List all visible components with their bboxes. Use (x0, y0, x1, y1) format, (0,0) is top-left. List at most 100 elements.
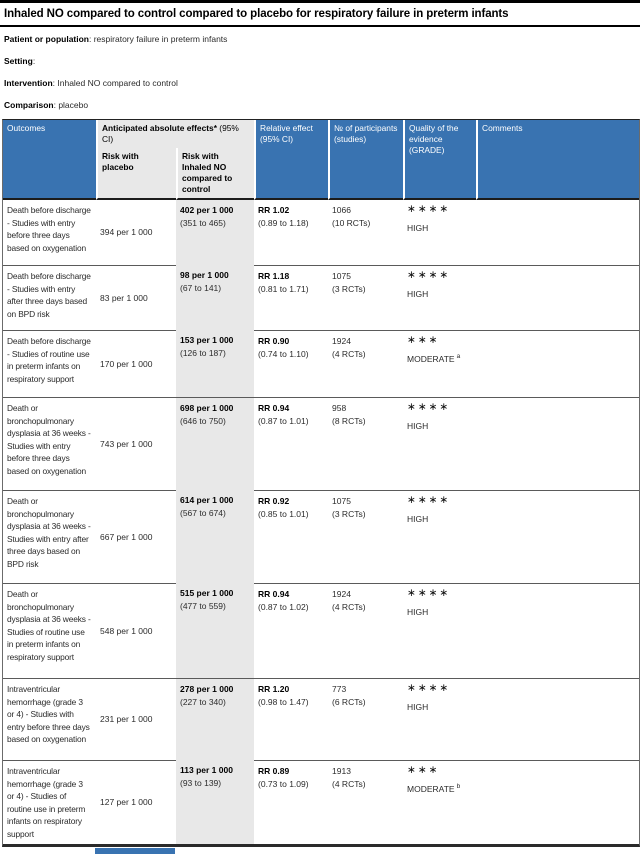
risk-placebo-cell: 231 per 1 000 (96, 678, 176, 760)
comments-cell (476, 760, 640, 844)
table-body: Death before discharge - Studies with en… (3, 200, 640, 844)
table-row: Death before discharge - Studies with en… (3, 200, 639, 265)
participants-cell: 773 (6 RCTs) (328, 678, 404, 760)
header-absolute-effects-ci: (95% CI) (102, 123, 239, 144)
quality-cell: ∗∗∗∗ HIGH (403, 678, 477, 760)
risk-intervention-cell: 698 per 1 000 (646 to 750) (176, 397, 255, 490)
participants-cell: 1924 (4 RCTs) (328, 330, 404, 397)
grade-stars: ∗∗∗∗ (407, 494, 451, 506)
studies-value: (8 RCTs) (332, 415, 366, 426)
outcome-cell: Death before discharge - Studies with en… (3, 265, 96, 330)
grade-footnote: b (456, 783, 461, 790)
comments-cell (476, 678, 640, 760)
comments-cell (476, 200, 639, 265)
meta-value: : Inhaled NO compared to control (52, 78, 178, 88)
meta-label: Setting (4, 56, 33, 66)
comments-cell (476, 330, 640, 397)
quality-cell: ∗∗∗∗ HIGH (403, 265, 477, 330)
header-risk-placebo: Risk with placebo (96, 148, 176, 200)
outcome-cell: Death or bronchopulmonary dysplasia at 3… (3, 397, 96, 490)
risk-placebo-cell: 548 per 1 000 (96, 583, 176, 678)
grade-stars: ∗∗∗ (407, 334, 440, 346)
risk-intervention-cell: 98 per 1 000 (67 to 141) (176, 265, 255, 330)
relative-effect-value: RR 0.90 (258, 336, 290, 346)
risk-intervention-value: 515 per 1 000 (180, 588, 234, 598)
grade-label: HIGH (407, 288, 429, 299)
risk-intervention-ci: (567 to 674) (180, 507, 226, 518)
risk-intervention-cell: 153 per 1 000 (126 to 187) (176, 330, 255, 397)
relative-effect-value: RR 1.18 (258, 271, 290, 281)
grade-label: HIGH (407, 222, 429, 233)
table-row: Death before discharge - Studies of rout… (3, 330, 640, 397)
relative-effect-value: RR 0.89 (258, 766, 290, 776)
participants-value: 958 (332, 403, 347, 413)
grade-stars: ∗∗∗∗ (407, 587, 451, 599)
header-risk-intervention: Risk with Inhaled NO compared to control (176, 148, 255, 200)
relative-effect-cell: RR 1.18 (0.81 to 1.71) (254, 265, 329, 330)
relative-effect-ci: (0.85 to 1.01) (258, 508, 309, 519)
risk-placebo-cell: 394 per 1 000 (100, 227, 153, 238)
risk-intervention-value: 113 per 1 000 (180, 765, 233, 775)
outcome-cell: Death or bronchopulmonary dysplasia at 3… (3, 490, 96, 583)
risk-intervention-ci: (93 to 139) (180, 777, 222, 788)
outcome-cell: Intraventricular hemorrhage (grade 3 or … (3, 760, 96, 844)
quality-cell: ∗∗∗ MODERATE b (403, 760, 477, 844)
grade-stars: ∗∗∗∗ (407, 269, 451, 281)
risk-placebo-cell: 127 per 1 000 (96, 760, 176, 844)
risk-intervention-ci: (126 to 187) (180, 347, 226, 358)
table-row: Intraventricular hemorrhage (grade 3 or … (3, 678, 640, 760)
relative-effect-ci: (0.81 to 1.71) (258, 283, 309, 294)
quality-cell: ∗∗∗∗ HIGH (403, 397, 477, 490)
header-absolute-effects: Anticipated absolute effects* (95% CI) (96, 120, 255, 148)
meta-label: Intervention (4, 78, 53, 88)
relative-effect-ci: (0.98 to 1.47) (258, 696, 309, 707)
relative-effect-ci: (0.87 to 1.02) (258, 601, 309, 612)
grade-label: HIGH (407, 420, 429, 431)
table-row: Death or bronchopulmonary dysplasia at 3… (3, 490, 640, 583)
studies-value: (3 RCTs) (332, 283, 366, 294)
participants-cell: 958 (8 RCTs) (328, 397, 404, 490)
relative-effect-cell: RR 0.92 (0.85 to 1.01) (254, 490, 329, 583)
comments-cell (476, 583, 640, 678)
meta-comparison: Comparison: placebo (4, 100, 636, 110)
meta-label: Patient or population (4, 34, 89, 44)
comments-cell (476, 265, 640, 330)
relative-effect-ci: (0.74 to 1.10) (258, 348, 309, 359)
participants-cell: 1075 (3 RCTs) (328, 265, 404, 330)
grade-footnote: a (456, 353, 461, 360)
header-absolute-effects-bold: Anticipated absolute effects* (102, 123, 220, 133)
participants-value: 1924 (332, 336, 351, 346)
meta-setting: Setting: (4, 56, 636, 66)
quality-cell: ∗∗∗ MODERATE a (403, 330, 477, 397)
studies-value: (4 RCTs) (332, 601, 366, 612)
next-table-header-sliver (95, 848, 175, 854)
studies-value: (6 RCTs) (332, 696, 366, 707)
participants-value: 1066 (332, 205, 351, 215)
risk-placebo-cell: 83 per 1 000 (96, 265, 176, 330)
participants-value: 1924 (332, 589, 351, 599)
risk-intervention-cell: 515 per 1 000 (477 to 559) (176, 583, 255, 678)
relative-effect-cell: RR 1.20 (0.98 to 1.47) (254, 678, 329, 760)
risk-intervention-value: 698 per 1 000 (180, 403, 234, 413)
quality-cell: ∗∗∗∗ HIGH (403, 490, 477, 583)
relative-effect-value: RR 1.20 (258, 684, 290, 694)
table-row: Death or bronchopulmonary dysplasia at 3… (3, 583, 640, 678)
grade-label: MODERATE (407, 783, 455, 794)
grade-stars: ∗∗∗ (407, 764, 440, 776)
outcome-cell: Death or bronchopulmonary dysplasia at 3… (3, 583, 96, 678)
grade-label: HIGH (407, 701, 429, 712)
participants-cell: 1075 (3 RCTs) (328, 490, 404, 583)
participants-value: 1075 (332, 496, 351, 506)
outcome-cell: Death before discharge - Studies with en… (7, 205, 91, 253)
grade-stars: ∗∗∗∗ (407, 401, 451, 413)
meta-value: : respiratory failure in preterm infants (89, 34, 228, 44)
meta-block: Patient or population: respiratory failu… (0, 27, 640, 110)
outcome-cell: Intraventricular hemorrhage (grade 3 or … (3, 678, 96, 760)
grade-rating: HIGH (407, 511, 472, 525)
risk-intervention-value: 614 per 1 000 (180, 495, 234, 505)
quality-cell: ∗∗∗∗ HIGH (403, 200, 476, 265)
grade-label: MODERATE (407, 353, 455, 364)
risk-intervention-cell: 614 per 1 000 (567 to 674) (176, 490, 255, 583)
header-quality: Quality of the evidence (GRADE) (403, 120, 477, 200)
participants-value: 773 (332, 684, 347, 694)
